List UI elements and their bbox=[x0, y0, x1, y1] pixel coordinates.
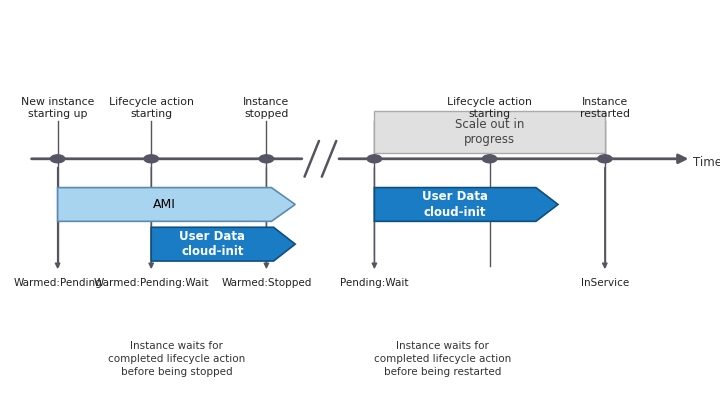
Text: Lifecycle action
starting: Lifecycle action starting bbox=[447, 97, 532, 119]
Text: AMI: AMI bbox=[153, 198, 176, 211]
Circle shape bbox=[144, 155, 158, 163]
Bar bbox=[374, 111, 605, 153]
Text: Instance waits for
completed lifecycle action
before being stopped: Instance waits for completed lifecycle a… bbox=[108, 341, 245, 377]
Text: User Data
cloud-init: User Data cloud-init bbox=[422, 190, 488, 219]
Polygon shape bbox=[151, 227, 295, 261]
Text: Instance
stopped: Instance stopped bbox=[243, 97, 289, 119]
Circle shape bbox=[482, 155, 497, 163]
Text: Warmed:Stopped: Warmed:Stopped bbox=[221, 278, 312, 288]
Text: Pending:Wait: Pending:Wait bbox=[340, 278, 409, 288]
Text: Scale out in
progress: Scale out in progress bbox=[455, 118, 524, 146]
Circle shape bbox=[598, 155, 612, 163]
Circle shape bbox=[367, 155, 382, 163]
Circle shape bbox=[50, 155, 65, 163]
Text: User Data
cloud-init: User Data cloud-init bbox=[179, 230, 246, 258]
Text: New instance
starting up: New instance starting up bbox=[21, 97, 94, 119]
Text: Time: Time bbox=[693, 156, 720, 169]
Text: Instance
restarted: Instance restarted bbox=[580, 97, 630, 119]
Circle shape bbox=[259, 155, 274, 163]
Polygon shape bbox=[58, 188, 295, 222]
Text: Warmed:Pending: Warmed:Pending bbox=[13, 278, 102, 288]
Polygon shape bbox=[374, 188, 558, 222]
Text: Instance waits for
completed lifecycle action
before being restarted: Instance waits for completed lifecycle a… bbox=[374, 341, 511, 377]
Text: Lifecycle action
starting: Lifecycle action starting bbox=[109, 97, 194, 119]
Text: InService: InService bbox=[580, 278, 629, 288]
Text: Warmed:Pending:Wait: Warmed:Pending:Wait bbox=[94, 278, 209, 288]
